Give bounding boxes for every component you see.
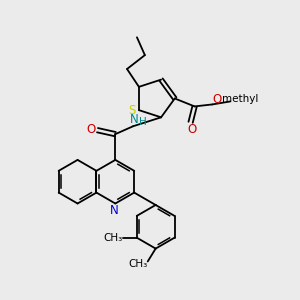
Text: H: H <box>139 117 147 127</box>
Text: CH₃: CH₃ <box>128 260 147 269</box>
Text: S: S <box>128 103 136 117</box>
Text: methyl: methyl <box>222 94 258 104</box>
Text: N: N <box>130 113 139 126</box>
Text: N: N <box>110 204 119 217</box>
Text: CH₃: CH₃ <box>103 233 123 243</box>
Text: O: O <box>213 93 222 106</box>
Text: O: O <box>187 123 196 136</box>
Text: O: O <box>86 123 95 136</box>
